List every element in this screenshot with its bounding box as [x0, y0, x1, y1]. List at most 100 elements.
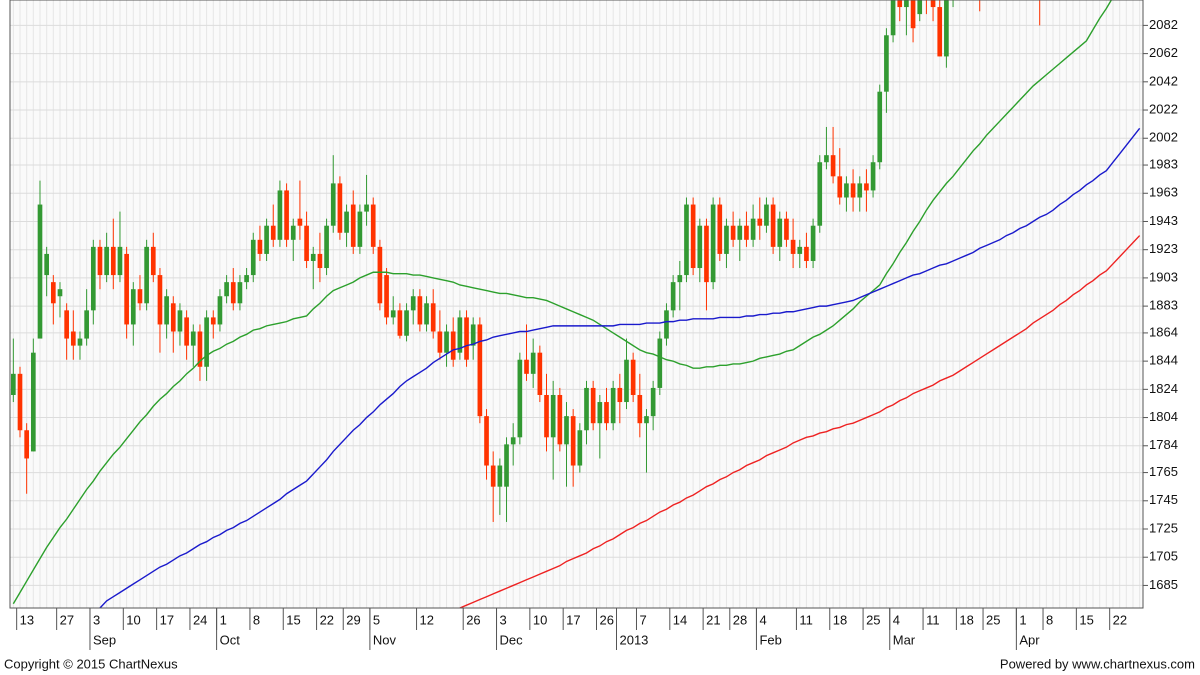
- candle-body: [50, 282, 56, 304]
- candle-body: [310, 253, 316, 261]
- candle-body: [570, 416, 576, 466]
- x-tick-label: 15: [286, 612, 300, 627]
- plot-background: [10, 0, 1143, 608]
- candle-body: [470, 324, 476, 346]
- candle-body: [517, 359, 523, 438]
- y-tick-label: 1824: [1149, 381, 1178, 396]
- candle-body: [364, 204, 369, 212]
- candle-body: [404, 310, 409, 336]
- candle-body: [450, 331, 456, 360]
- candle-body: [937, 7, 943, 57]
- y-tick-label: 1725: [1149, 520, 1178, 535]
- candle-body: [117, 246, 123, 276]
- candle-body: [430, 303, 436, 332]
- candle-body: [230, 282, 236, 304]
- candle-body: [630, 359, 636, 395]
- candle-body: [104, 246, 109, 276]
- candle-body: [790, 239, 796, 254]
- candle-body: [437, 331, 443, 353]
- candle-body: [784, 218, 789, 240]
- candle-body: [184, 317, 189, 346]
- x-tick-label: 25: [986, 612, 1000, 627]
- axes: 1685170517251745176517841804182418441864…: [16, 17, 1178, 650]
- candle-body: [190, 331, 196, 346]
- candle-body: [464, 317, 469, 360]
- x-tick-label: 1: [220, 612, 227, 627]
- candle-body: [650, 387, 656, 417]
- candle-body: [270, 225, 276, 240]
- candle-body: [617, 387, 623, 403]
- x-tick-label: 11: [799, 612, 813, 627]
- candle-body: [417, 296, 423, 325]
- candle-body: [350, 204, 356, 247]
- candle-body: [10, 373, 16, 395]
- candle-body: [30, 352, 36, 452]
- x-tick-label: 26: [599, 612, 613, 627]
- candle-body: [810, 225, 816, 261]
- y-tick-label: 1844: [1149, 353, 1178, 368]
- candle-body: [77, 338, 83, 346]
- candle-body: [777, 218, 783, 247]
- x-tick-label: 13: [20, 612, 34, 627]
- moving-average-line: [459, 235, 1141, 608]
- candle-body: [597, 402, 603, 424]
- x-tick-label: 18: [959, 612, 973, 627]
- candle-body: [390, 310, 396, 318]
- x-tick-label: 4: [759, 612, 766, 627]
- candle-body: [377, 246, 383, 304]
- candle-body: [697, 225, 703, 269]
- candle-body: [224, 282, 229, 297]
- candle-body: [797, 246, 803, 254]
- candle-body: [550, 394, 556, 438]
- candle-body: [457, 317, 463, 353]
- plot-frame: [9, 0, 1144, 609]
- candle-body: [304, 225, 309, 261]
- candle-body: [250, 239, 256, 276]
- candle-body: [397, 310, 403, 336]
- candle-body: [444, 331, 449, 353]
- y-tick-label: 2062: [1149, 45, 1178, 60]
- candle-body: [337, 183, 343, 233]
- x-tick-label: 21: [706, 612, 720, 627]
- candle-body: [70, 331, 76, 346]
- x-tick-label: 29: [346, 612, 360, 627]
- candle-body: [544, 394, 549, 438]
- x-tick-label: 3: [93, 612, 100, 627]
- candle-body: [284, 190, 289, 240]
- candle-body: [537, 352, 543, 395]
- candle-body: [477, 324, 483, 417]
- candle-body: [837, 176, 843, 198]
- candle-body: [857, 183, 863, 198]
- x-tick-label: 7: [639, 612, 646, 627]
- candle-body: [610, 387, 616, 424]
- candle-body: [817, 162, 823, 226]
- candle-body: [677, 275, 683, 283]
- x-tick-label: 10: [533, 612, 547, 627]
- candle-body: [690, 204, 696, 269]
- candle-body: [150, 246, 156, 276]
- candle-body: [757, 218, 763, 226]
- month-label: Dec: [500, 632, 524, 647]
- y-tick-label: 2042: [1149, 73, 1178, 88]
- candle-body: [324, 225, 329, 269]
- month-label: Oct: [220, 632, 241, 647]
- candle-body: [97, 246, 103, 276]
- candle-body: [244, 275, 249, 283]
- candle-body: [850, 183, 856, 198]
- candle-body: [424, 303, 429, 325]
- x-tick-label: 8: [1046, 612, 1053, 627]
- candle-body: [564, 416, 569, 445]
- x-tick-label: 10: [126, 612, 140, 627]
- month-label: Mar: [893, 632, 916, 647]
- x-tick-label: 15: [1079, 612, 1093, 627]
- y-tick-label: 1765: [1149, 464, 1178, 479]
- candle-body: [590, 387, 596, 424]
- candle-body: [750, 218, 756, 240]
- candle-body: [877, 91, 883, 163]
- candle-body: [17, 373, 23, 431]
- x-tick-label: 22: [1113, 612, 1127, 627]
- candle-body: [370, 204, 376, 247]
- candle-body: [584, 387, 589, 431]
- candle-body: [804, 246, 809, 261]
